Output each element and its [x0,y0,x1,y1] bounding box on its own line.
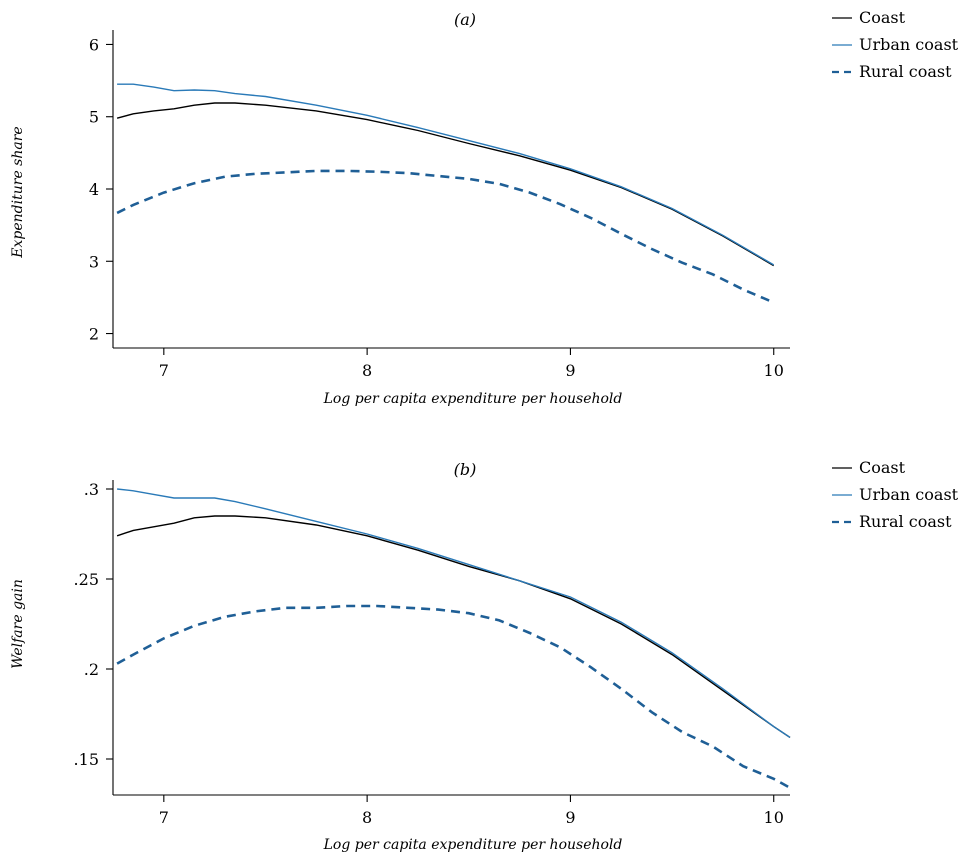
legend-label: Urban coast [859,485,959,504]
series-line-coast [116,515,791,738]
legend-label: Coast [859,458,906,477]
legend-label: Rural coast [859,512,952,531]
y-tick-label: .2 [84,660,99,679]
legend: Coast Urban coast Rural coast [832,8,959,81]
y-axis-title: Welfare gain [10,579,26,669]
y-tick-label: .25 [74,570,99,589]
series-line-rural-coast [116,604,791,789]
y-tick-label: 2 [89,325,99,344]
legend-label: Coast [859,8,906,27]
series-line-urban-coast [117,488,791,738]
panel-b: (b) Welfare gain Log per capita expendit… [10,458,959,853]
series-group [116,488,791,789]
legend-label: Rural coast [859,62,952,81]
x-axis-title: Log per capita expenditure per household [323,391,623,407]
x-axis-title: Log per capita expenditure per household [323,837,623,853]
series-line-urban-coast [117,83,775,266]
x-tick-label: 8 [362,361,372,380]
series-line-coast [116,102,775,267]
axis-ticks: 7 8 9 10 2 3 4 5 6 [89,35,784,380]
axis-ticks: 7 8 9 10 .15 .2 .25 .3 [74,480,784,827]
panel-a: (a) Expenditure share Log per capita exp… [10,8,959,407]
y-tick-label: 3 [89,252,99,271]
x-tick-label: 7 [159,361,169,380]
panel-title: (b) [454,460,477,479]
x-tick-label: 10 [764,808,784,827]
y-tick-label: 5 [89,108,99,127]
x-tick-label: 9 [565,361,575,380]
legend: Coast Urban coast Rural coast [832,458,959,531]
y-tick-label: 6 [89,35,99,54]
x-tick-label: 10 [764,361,784,380]
y-axis-title: Expenditure share [10,126,26,258]
x-tick-label: 9 [565,808,575,827]
series-group [116,83,775,304]
y-tick-label: 4 [89,180,99,199]
legend-label: Urban coast [859,35,959,54]
panel-title: (a) [454,10,476,29]
x-tick-label: 7 [159,808,169,827]
y-tick-label: .3 [84,480,99,499]
series-line-rural-coast [116,169,775,304]
x-tick-label: 8 [362,808,372,827]
y-tick-label: .15 [74,750,99,769]
